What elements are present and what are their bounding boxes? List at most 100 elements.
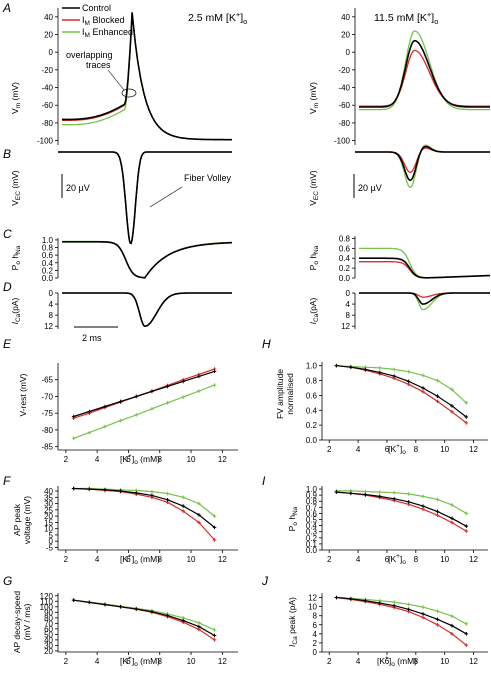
series-line-enhanced-F [73, 487, 215, 517]
data-point-blocked-I [421, 507, 425, 511]
tick-label-D: 0 [49, 289, 54, 298]
tick-label-y-F: 0 [49, 537, 54, 546]
ylabel-h: FV amplitudenormalised [275, 369, 295, 419]
tick-label-y-F: 10 [44, 525, 53, 534]
fiber-volley-pointer [149, 186, 183, 208]
tick-label-x-I: 8 [414, 555, 419, 564]
data-point-control-F [197, 513, 201, 517]
data-point-enhanced-E [181, 395, 186, 399]
trace-enhanced-C [62, 240, 232, 279]
tick-label-D: 4 [49, 300, 54, 309]
data-point-blocked-H [450, 409, 454, 414]
tick-label-x-H: 8 [414, 445, 419, 454]
data-point-blocked-H [421, 389, 425, 394]
data-point-control-E [118, 399, 123, 404]
data-point-blocked-F [181, 509, 186, 513]
ylabel-vm-left: Vm (mV) [10, 82, 22, 114]
tick-label-y-H: 1.0 [306, 362, 318, 371]
data-point-control-E [134, 394, 139, 399]
data-point-control-G [87, 600, 92, 605]
data-point-control-F [150, 493, 154, 498]
data-point-enhanced-I [377, 490, 382, 494]
data-point-enhanced-H [406, 369, 411, 374]
tick-label-y-I: 0.9 [306, 491, 318, 500]
tick-label-x-I: 12 [469, 555, 478, 564]
tick-label-C: 0.2 [42, 266, 54, 275]
data-point-enhanced-F [212, 514, 217, 518]
tick-label-y-H: 0.8 [306, 377, 318, 386]
tick-label-x-E: 8 [158, 455, 163, 464]
trace-blocked-A-right [359, 49, 490, 107]
data-point-enhanced-H [435, 378, 440, 383]
tick-label-y-I: 1.0 [306, 485, 318, 494]
data-point-enhanced-J [435, 609, 440, 613]
ylabel-ica-left: ICa(pA) [10, 297, 22, 324]
data-point-control-F [118, 489, 123, 493]
tick-label-y-I: 0.6 [306, 509, 318, 518]
data-point-enhanced-I [392, 490, 396, 495]
ylabel-j: ICa peak (pA) [287, 597, 299, 647]
panel-label-c: C [3, 227, 12, 241]
trace-enhanced-A-right [359, 30, 490, 111]
data-point-control-I [377, 494, 382, 499]
tick-label-A: -60 [41, 101, 53, 110]
data-point-control-H [349, 365, 353, 369]
data-point-control-E [165, 384, 170, 389]
trace-blocked-B [58, 151, 232, 245]
tick-label-D: 8 [49, 311, 54, 320]
data-point-control-F [181, 504, 186, 508]
tick-label-y-I: 0.0 [306, 546, 318, 555]
summary-xlabels: [K+]o (mM) [K+]o (mM) [K+]o (mM) [K+]o [… [120, 443, 417, 668]
data-point-control-J [421, 612, 425, 616]
data-point-control-F [165, 498, 170, 502]
data-point-control-F [87, 487, 92, 491]
data-point-control-J [334, 595, 339, 600]
xlabel-j: [K+]o (mM) [377, 655, 417, 668]
tick-label-x-I: 4 [356, 555, 361, 564]
tick-label-A-right: -60 [338, 101, 350, 110]
tick-label-x-F: 2 [64, 555, 69, 564]
tick-label-A: 20 [44, 31, 53, 40]
data-point-control-I [435, 509, 440, 514]
ylabel-vm-right: Vm (mV) [308, 82, 320, 114]
tick-label-x-J: 12 [469, 657, 478, 666]
data-point-enhanced-E [71, 436, 76, 441]
xlabel-e: [K+]o (mM) [120, 453, 160, 466]
tick-label-y-F: -5 [46, 543, 54, 552]
tick-label-A: -80 [41, 119, 53, 128]
data-point-blocked-J [464, 643, 469, 647]
data-point-control-H [377, 370, 382, 375]
data-point-blocked-F [212, 538, 217, 542]
data-point-control-I [464, 524, 469, 529]
panel-label-a: A [2, 1, 11, 15]
tick-label-x-G: 2 [64, 657, 69, 666]
data-point-control-H [363, 367, 368, 372]
tick-label-y-J: 4 [313, 630, 318, 639]
data-point-enhanced-E [87, 430, 92, 435]
series-line-control-E [73, 370, 215, 418]
data-point-enhanced-G [212, 628, 217, 632]
series-line-blocked-I [336, 491, 467, 532]
data-point-control-F [71, 486, 76, 491]
tick-label-A-right: 0 [346, 48, 351, 57]
data-point-blocked-J [421, 615, 425, 620]
panel-label-f: F [3, 474, 11, 488]
overlap-pointer [107, 69, 125, 91]
data-point-enhanced-F [181, 495, 186, 500]
tick-label-y-G: 20 [44, 647, 53, 656]
tick-label-D-right: 4 [346, 300, 351, 309]
series-line-enhanced-H [336, 365, 467, 404]
tick-label-y-I: 0.5 [306, 516, 318, 525]
tick-label-C: 1.0 [42, 236, 54, 245]
ylabel-po-left: Po hNa [10, 245, 22, 270]
data-point-blocked-I [450, 520, 454, 525]
data-point-enhanced-H [377, 366, 382, 370]
data-point-control-J [464, 632, 469, 636]
tick-label-A-right: 40 [341, 13, 350, 22]
tick-label-C-right: 0.2 [339, 264, 351, 273]
tick-label-y-I: 0.4 [306, 522, 318, 531]
data-point-enhanced-H [450, 387, 454, 392]
tick-label-C: 0.6 [42, 251, 54, 260]
data-point-control-G [71, 598, 76, 602]
tick-label-x-G: 8 [158, 657, 163, 666]
